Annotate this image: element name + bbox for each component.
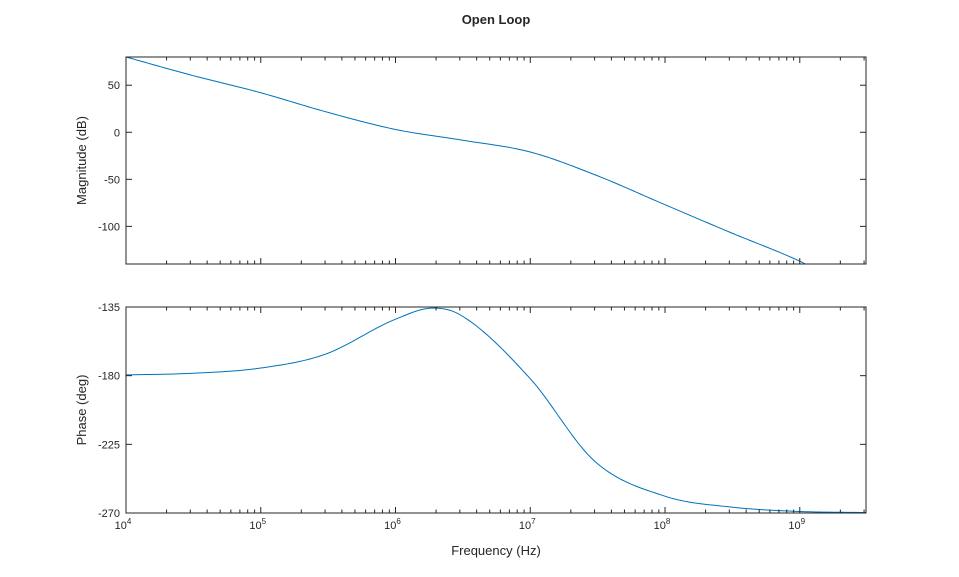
y-tick-label: 50: [108, 80, 120, 92]
y-axis-label: Phase (deg): [74, 375, 89, 446]
x-tick-label: 109: [788, 517, 805, 532]
magnitude-axes: 50 0 -50 -100 Magnitude (dB): [74, 56, 867, 265]
x-tick-label: 107: [519, 517, 536, 532]
y-tick-label: -135: [98, 302, 120, 314]
response-curve: [126, 56, 806, 265]
x-tick-label: 108: [654, 517, 671, 532]
figure-title: Open Loop: [462, 12, 531, 27]
y-tick-label: 0: [114, 127, 120, 139]
y-tick-label: -100: [98, 221, 120, 233]
y-tick-label: -50: [104, 174, 120, 186]
phase-axes: 104 105 106 107 108 109-135-180-225-270Phase …: [74, 302, 867, 532]
axes-box: [125, 306, 867, 514]
x-tick-label: 105: [249, 517, 266, 532]
y-tick-label: -225: [98, 439, 120, 451]
x-tick-label: 106: [384, 517, 401, 532]
axes-box: [125, 56, 867, 265]
y-tick-label: -180: [98, 371, 120, 383]
response-curve: [126, 307, 866, 514]
y-tick-label: -270: [98, 508, 120, 520]
y-axis-label: Magnitude (dB): [74, 116, 89, 205]
x-axis-label: Frequency (Hz): [451, 543, 541, 558]
